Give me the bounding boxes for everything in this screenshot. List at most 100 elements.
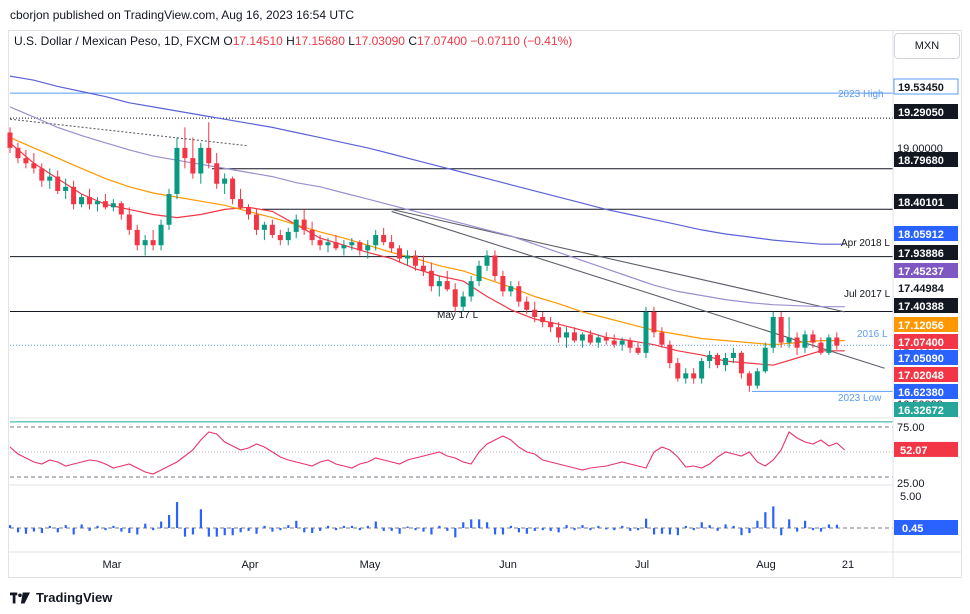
candle-body xyxy=(325,242,331,246)
volume-bar xyxy=(406,526,409,528)
volume-bar xyxy=(772,506,775,528)
candle-body xyxy=(770,316,776,348)
volume-bar xyxy=(64,525,67,528)
volume-bar xyxy=(517,528,520,533)
candle-body xyxy=(460,296,466,307)
volume-bar xyxy=(716,528,719,531)
open-value: 17.14510 xyxy=(232,34,283,48)
volume-bar xyxy=(525,528,528,534)
candle-body xyxy=(365,245,371,251)
volume-bar xyxy=(780,528,783,536)
volume-bar xyxy=(295,520,298,528)
volume-bar xyxy=(382,528,385,531)
candle-body xyxy=(516,286,522,302)
candle-body xyxy=(595,337,601,343)
symbol-name[interactable]: U.S. Dollar / Mexican Peso, 1D, FXCM xyxy=(14,34,221,48)
volume-bar xyxy=(136,528,139,535)
price-label-box xyxy=(894,350,958,365)
candle-body xyxy=(94,201,100,205)
volume-bar xyxy=(430,528,433,535)
candle-body xyxy=(285,231,291,241)
volume-bar xyxy=(398,528,401,534)
volume-bar xyxy=(88,528,91,531)
volume-bar xyxy=(732,525,735,528)
volume-bar xyxy=(271,528,274,532)
ema-orange-line xyxy=(9,137,845,346)
candle-body xyxy=(102,201,108,208)
currency-button[interactable]: MXN xyxy=(894,33,960,59)
volume-bar xyxy=(486,522,489,528)
brand-name: TradingView xyxy=(36,590,113,605)
volume-bar xyxy=(573,528,576,531)
time-tick-label: Aug xyxy=(756,559,776,571)
volume-bar xyxy=(16,528,20,533)
candle-body xyxy=(723,357,728,366)
volume-bar xyxy=(9,525,12,528)
volume-bar xyxy=(804,520,807,528)
candle-body xyxy=(158,224,164,246)
candle-body xyxy=(778,316,784,343)
candle-body xyxy=(246,207,251,215)
price-label: 17.45237 xyxy=(898,266,944,278)
volume-bar xyxy=(247,528,250,531)
candle-body xyxy=(659,332,665,345)
ema-purple-line xyxy=(9,106,845,308)
candle-body xyxy=(118,203,124,215)
volume-bar xyxy=(764,512,767,528)
publisher-line: cborjon published on TradingView.com, Au… xyxy=(10,8,355,22)
candle-body xyxy=(55,176,61,191)
candle-body xyxy=(635,347,641,353)
trendline-1 xyxy=(391,208,845,313)
candle-body xyxy=(540,316,546,323)
candle-body xyxy=(214,163,220,184)
change-value: −0.07110 (−0.41%) xyxy=(470,34,573,48)
ema-red-line xyxy=(9,142,845,366)
volume-bar xyxy=(565,525,568,528)
candle-body xyxy=(110,203,116,208)
candle-body xyxy=(397,248,403,259)
candle-body xyxy=(182,147,188,159)
rsi-line xyxy=(9,431,846,475)
candle-body xyxy=(190,158,196,174)
volume-bar xyxy=(128,528,131,534)
annotation-label: 2016 L xyxy=(857,329,888,340)
volume-bar xyxy=(796,528,799,532)
volume-bar xyxy=(303,528,306,533)
volume-bar xyxy=(446,528,449,531)
candle-body xyxy=(71,186,77,205)
volume-bar xyxy=(175,502,179,528)
price-label: 17.93886 xyxy=(898,248,944,260)
volume-bar xyxy=(581,525,584,528)
candle-body xyxy=(436,281,442,287)
candle-body xyxy=(603,337,609,341)
annotation-label: Jul 2017 L xyxy=(844,289,891,300)
candle-body xyxy=(150,240,156,246)
price-label-box xyxy=(894,152,958,167)
volume-bar xyxy=(557,528,560,533)
price-chart[interactable]: 2023 High Apr 2018 L Jul 2017 L May 17 L 201… xyxy=(0,0,970,590)
candle-body xyxy=(826,337,832,353)
volume-bar xyxy=(414,528,417,531)
volume-bar xyxy=(493,528,497,535)
volume-bar xyxy=(621,525,624,528)
candle-body xyxy=(23,158,29,164)
candle-body xyxy=(357,242,363,251)
volume-bar xyxy=(740,528,743,536)
candle-body xyxy=(476,265,482,282)
volume-bar xyxy=(827,524,831,528)
volume-bar xyxy=(819,528,823,532)
time-tick-label: Jul xyxy=(635,559,649,571)
candle-body xyxy=(802,334,808,348)
volume-bar xyxy=(311,528,314,534)
candle-body xyxy=(222,178,228,184)
candle-body xyxy=(683,373,689,379)
candle-body xyxy=(762,347,768,372)
candle-body xyxy=(452,289,458,307)
volume-bar xyxy=(811,528,815,531)
volume-bar xyxy=(215,528,218,537)
volume-bar xyxy=(390,528,393,531)
price-label: 17.02048 xyxy=(898,370,944,382)
candle-body xyxy=(484,255,490,266)
candle-body xyxy=(47,176,53,181)
footer-brand: TradingView xyxy=(10,590,112,605)
